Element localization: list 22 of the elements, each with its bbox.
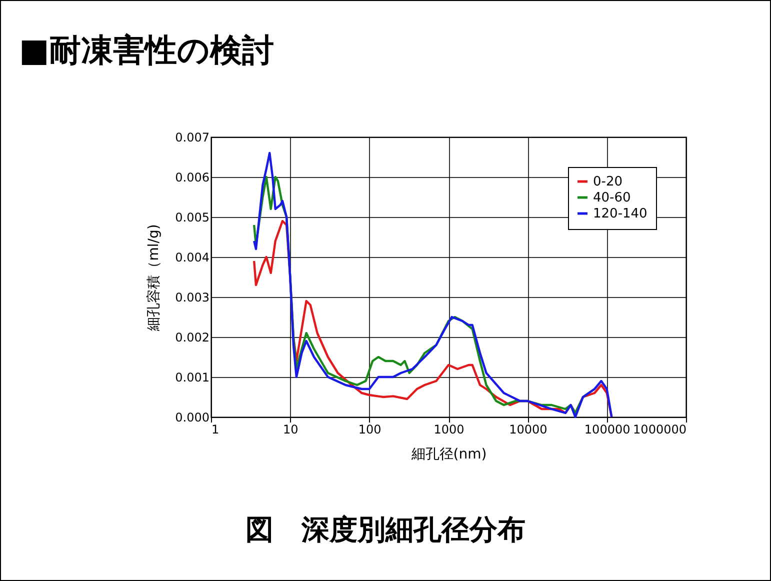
x-tick-label: 1 [212,422,220,436]
x-tick-label: 100000 [584,422,630,436]
legend-label: 0-20 [593,174,623,190]
text: 図 深度別細孔径分布 [244,512,526,548]
legend-label: 40-60 [593,190,631,206]
y-tick-label: 0.000 [175,410,210,424]
x-tick-label: 1000 [434,422,464,436]
y-axis-title: 細孔容積（ml/g) [146,224,162,332]
y-tick-label: 0.003 [175,290,210,304]
y-tick-label: 0.004 [175,250,210,264]
y-tick-label: 0.007 [175,130,210,144]
legend-label: 120-140 [593,206,648,222]
y-tick-label: 0.005 [175,210,210,224]
x-axis-title: 細孔径(nm) [410,446,487,462]
y-tick-label: 0.006 [175,170,210,184]
y-tick-label: 0.002 [175,330,210,344]
x-tick-label: 1000000 [633,422,686,436]
x-tick-label: 10000 [509,422,548,436]
x-tick-label: 100 [358,422,382,436]
x-tick-label: 10 [283,422,298,436]
chart-title: ■耐凍害性の検討 [19,31,274,69]
y-tick-label: 0.001 [175,370,210,384]
